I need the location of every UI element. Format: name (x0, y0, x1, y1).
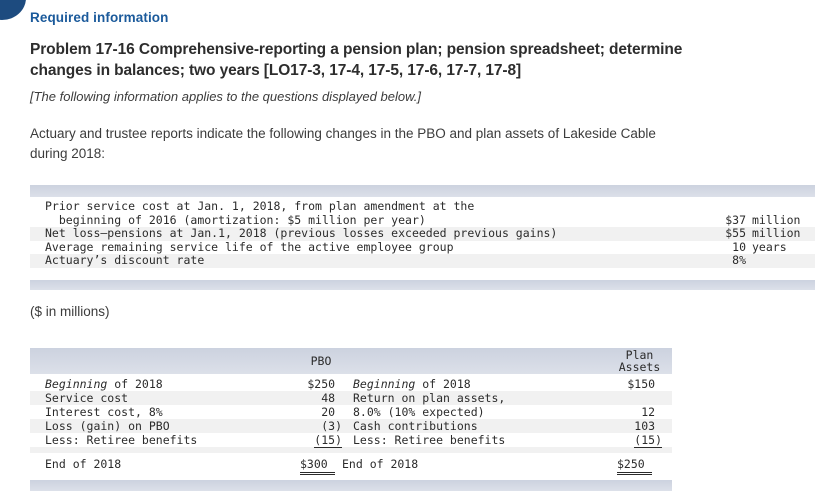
facts-table-header-bar (30, 185, 815, 197)
assets-row-label: Cash contributions (342, 419, 617, 433)
pbo-row-label: Loss (gain) on PBO (45, 419, 300, 433)
pbo-row-value: 48 (321, 391, 342, 405)
pension-spreadsheet-table: PBO Plan Assets Beginning of 2018 $250 B… (30, 348, 672, 491)
label-part: End of 2018 (342, 457, 419, 471)
spreadsheet-body: Beginning of 2018 $250 Beginning of 2018… (30, 374, 672, 475)
fact-label: Prior service cost at Jan. 1, 2018, from… (45, 199, 475, 213)
spreadsheet-header-row: PBO Plan Assets (30, 348, 672, 374)
label-part: End of 2018 (45, 457, 122, 471)
table-row: Prior service cost at Jan. 1, 2018, from… (30, 199, 815, 214)
problem-title: Problem 17-16 Comprehensive-reporting a … (30, 39, 800, 81)
table-row: Less: Retiree benefits (15) Less: Retire… (30, 433, 672, 448)
label-part: Less: Retiree benefits (353, 433, 506, 447)
pbo-total-label: End of 2018 (45, 457, 300, 475)
pbo-total-value: $300 (300, 457, 342, 475)
label-part: 8.0% (10% expected) (353, 405, 485, 419)
plan-assets-header-line2: Assets (618, 360, 661, 374)
assets-row-label: 8.0% (10% expected) (342, 405, 617, 419)
fact-amount: $37 (725, 212, 746, 227)
fact-unit (746, 200, 801, 214)
italic-label-part: Beginning (45, 377, 108, 391)
pbo-row-value: $250 (307, 377, 342, 391)
pbo-column-header: PBO (310, 354, 332, 368)
millions-caption: ($ in millions) (30, 304, 110, 319)
total-row: End of 2018 $300 End of 2018 $250 (30, 453, 672, 475)
assets-total-value: $250 (617, 457, 662, 475)
applies-note: [The following information applies to th… (30, 89, 421, 104)
fact-amount: 10 (732, 239, 746, 254)
assets-row-value: $150 (627, 377, 662, 391)
label-part: Less: Retiree benefits (45, 433, 198, 447)
pension-facts-table: Prior service cost at Jan. 1, 2018, from… (30, 185, 815, 290)
label-part: Return on plan assets, (353, 391, 506, 405)
pbo-row-label: Less: Retiree benefits (45, 433, 300, 448)
facts-table-body: Prior service cost at Jan. 1, 2018, from… (30, 197, 815, 268)
fact-unit: million (752, 226, 801, 240)
table-row: Net loss–pensions at Jan.1, 2018 (previo… (30, 226, 815, 241)
pbo-row-value: 20 (321, 405, 342, 419)
fact-unit: million (752, 212, 801, 227)
pbo-row-value: (15) (314, 433, 342, 448)
pbo-row-label: Beginning of 2018 (45, 377, 300, 391)
assets-total-label: End of 2018 (342, 457, 617, 475)
alert-corner-icon (0, 0, 26, 20)
pbo-row-label: Service cost (45, 391, 300, 405)
plan-assets-header-line1: Plan (625, 348, 654, 362)
fact-unit (746, 254, 801, 268)
intro-line2: during 2018: (30, 146, 106, 161)
pbo-row-value: (3) (321, 419, 342, 433)
label-part: Cash contributions (353, 419, 478, 433)
table-row: Service cost 48 Return on plan assets, (30, 391, 672, 405)
table-row: Average remaining service life of the ac… (30, 239, 815, 255)
intro-paragraph: Actuary and trustee reports indicate the… (30, 124, 810, 164)
plan-assets-column-header: Plan Assets (617, 349, 662, 373)
label-part: Interest cost, 8% (45, 405, 163, 419)
label-part: Service cost (45, 391, 129, 405)
pbo-row-label: Interest cost, 8% (45, 405, 300, 419)
italic-label-part: Beginning (353, 377, 416, 391)
label-part: Loss (gain) on PBO (45, 419, 170, 433)
fact-amount (686, 200, 746, 214)
fact-amount: $55 (725, 226, 746, 240)
fact-label: Actuary’s discount rate (45, 253, 205, 267)
table-row: Loss (gain) on PBO (3) Cash contribution… (30, 419, 672, 433)
intro-line1: Actuary and trustee reports indicate the… (30, 126, 656, 141)
assets-row-value: 103 (634, 419, 662, 433)
assets-row-label: Beginning of 2018 (342, 377, 617, 391)
fact-label: Average remaining service life of the ac… (45, 239, 454, 254)
fact-unit: years (752, 239, 787, 254)
fact-amount: 8% (732, 253, 746, 267)
table-row: Beginning of 2018 $250 Beginning of 2018… (30, 377, 672, 391)
table-row: beginning of 2016 (amortization: $5 mill… (30, 212, 815, 228)
fact-label: Net loss–pensions at Jan.1, 2018 (previo… (45, 226, 558, 240)
facts-table-footer-bar (30, 279, 815, 290)
assets-row-label: Less: Retiree benefits (342, 433, 617, 448)
label-part: of 2018 (107, 377, 163, 391)
problem-title-line1: Problem 17-16 Comprehensive-reporting a … (30, 41, 683, 58)
separator-row (30, 447, 672, 453)
assets-row-value (617, 391, 662, 405)
spreadsheet-footer-bar (30, 480, 672, 491)
table-row: Interest cost, 8% 20 8.0% (10% expected)… (30, 405, 672, 419)
assets-row-value: (15) (634, 433, 662, 448)
assets-row-value: 12 (641, 405, 662, 419)
problem-title-line2: changes in balances; two years [LO17-3, … (30, 62, 522, 79)
table-row: Actuary’s discount rate 8% (30, 253, 815, 268)
label-part: of 2018 (415, 377, 471, 391)
fact-label: beginning of 2016 (amortization: $5 mill… (45, 212, 426, 227)
required-information-heading: Required information (30, 10, 169, 25)
assets-row-label: Return on plan assets, (342, 391, 617, 405)
